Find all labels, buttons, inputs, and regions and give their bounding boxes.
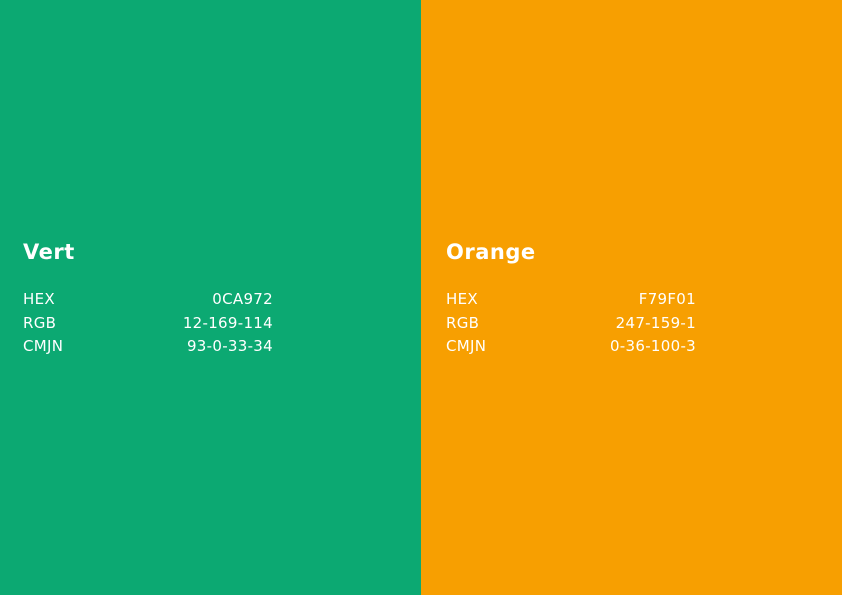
spec-label: HEX bbox=[23, 290, 55, 308]
spec-value: 12-169-114 bbox=[182, 313, 273, 332]
spec-label: RGB bbox=[23, 313, 57, 332]
spec-row-rgb: RGB 12-169-114 bbox=[23, 312, 273, 336]
swatch-vert: Vert HEX 0CA972 RGB 12-169-114 CMJN 93-0… bbox=[0, 0, 421, 595]
swatch-name: Orange bbox=[446, 240, 536, 264]
spec-label: CMJN bbox=[23, 337, 64, 355]
color-specs: HEX 0CA972 RGB 12-169-114 CMJN 93-0-33-3… bbox=[23, 288, 273, 359]
swatch-orange: Orange HEX F79F01 RGB 247-159-1 CMJN 0-3… bbox=[421, 0, 842, 595]
spec-value: 247-159-1 bbox=[615, 313, 696, 332]
spec-row-hex: HEX F79F01 bbox=[446, 288, 696, 312]
spec-label: RGB bbox=[446, 313, 480, 332]
color-specs: HEX F79F01 RGB 247-159-1 CMJN 0-36-100-3 bbox=[446, 288, 696, 359]
spec-value: 93-0-33-34 bbox=[186, 337, 273, 355]
spec-label: CMJN bbox=[446, 337, 487, 355]
spec-label: HEX bbox=[446, 290, 478, 308]
spec-row-cmjn: CMJN 93-0-33-34 bbox=[23, 335, 273, 359]
spec-row-cmjn: CMJN 0-36-100-3 bbox=[446, 335, 696, 359]
spec-row-rgb: RGB 247-159-1 bbox=[446, 312, 696, 336]
spec-row-hex: HEX 0CA972 bbox=[23, 288, 273, 312]
spec-value: F79F01 bbox=[638, 290, 696, 308]
spec-value: 0CA972 bbox=[212, 290, 273, 308]
swatch-name: Vert bbox=[23, 240, 75, 264]
spec-value: 0-36-100-3 bbox=[609, 337, 696, 355]
